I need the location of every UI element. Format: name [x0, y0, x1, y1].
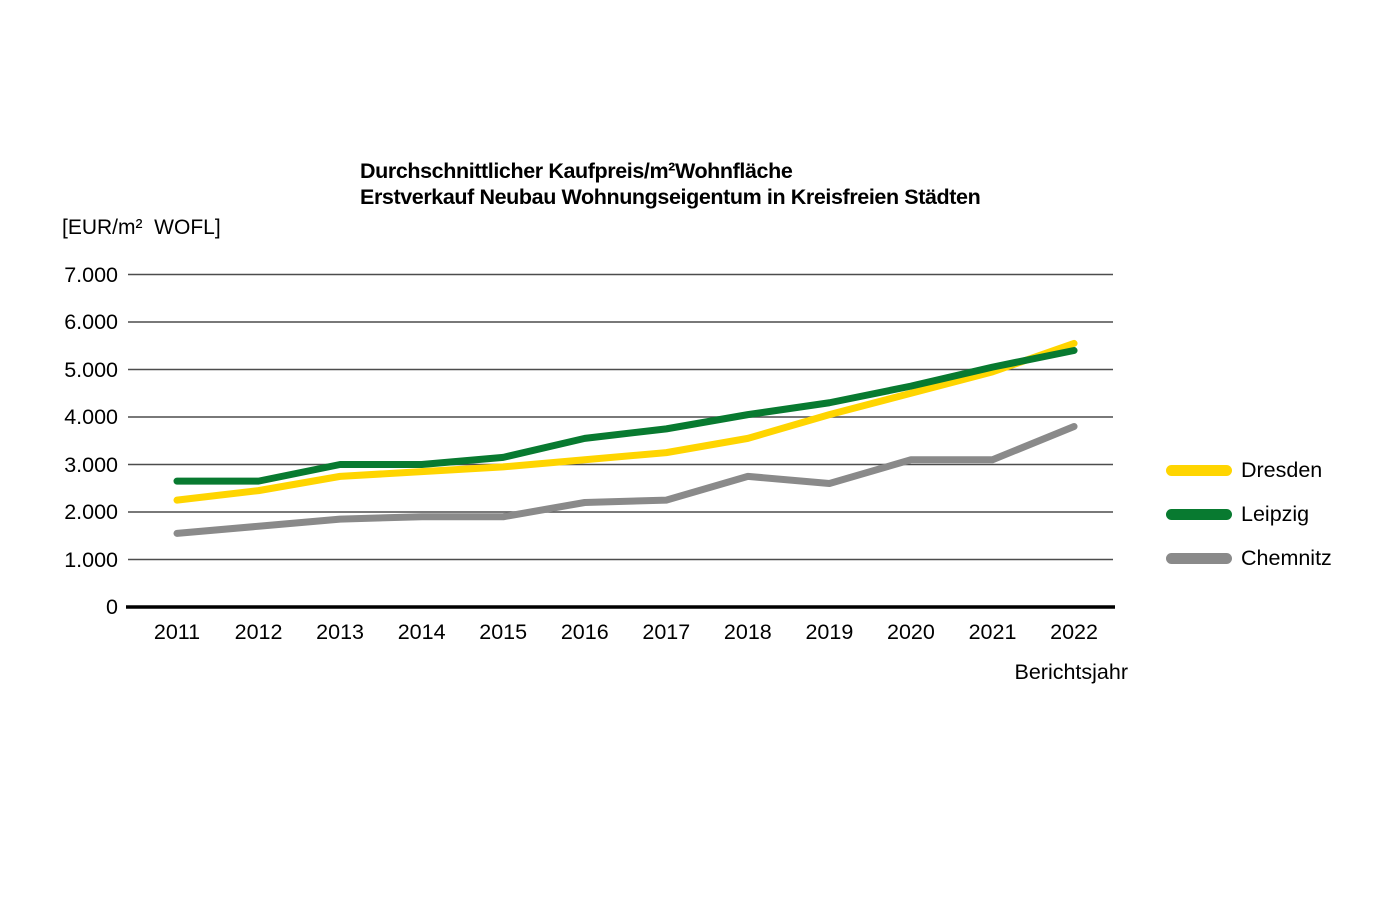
- legend-item-chemnitz: Chemnitz: [1166, 546, 1332, 570]
- x-tick-label: 2019: [805, 620, 854, 644]
- legend-swatch-dresden: [1166, 465, 1232, 476]
- chart-title: Durchschnittlicher Kaufpreis/m²Wohnfläch…: [360, 158, 981, 210]
- chart-title-line1: Durchschnittlicher Kaufpreis/m²Wohnfläch…: [360, 159, 793, 183]
- y-tick-label: 4.000: [64, 405, 118, 429]
- x-tick-label: 2016: [560, 620, 609, 644]
- legend-label: Chemnitz: [1241, 546, 1332, 570]
- y-tick-label: 5.000: [64, 357, 118, 382]
- legend-label: Leipzig: [1241, 502, 1310, 526]
- y-tick-label: 7.000: [64, 262, 118, 287]
- y-tick-label: 0: [106, 595, 118, 619]
- x-tick-label: 2020: [887, 620, 935, 644]
- y-axis-unit-label: [EUR/m² WOFL]: [62, 216, 221, 239]
- x-tick-label: 2015: [479, 620, 528, 644]
- x-tick-label: 2014: [397, 620, 446, 644]
- x-tick-label: 2017: [642, 620, 691, 644]
- legend-item-leipzig: Leipzig: [1166, 502, 1332, 526]
- legend-swatch-chemnitz: [1166, 553, 1232, 564]
- y-tick-label: 1.000: [64, 547, 118, 572]
- legend: Dresden Leipzig Chemnitz: [1166, 458, 1332, 570]
- series-line-leipzig: [173, 347, 1078, 485]
- legend-swatch-leipzig: [1166, 509, 1232, 520]
- legend-label: Dresden: [1241, 458, 1323, 482]
- x-tick-label: 2018: [723, 620, 772, 644]
- legend-item-dresden: Dresden: [1166, 458, 1332, 482]
- x-tick-label: 2012: [234, 620, 283, 644]
- y-tick-label: 2.000: [64, 500, 118, 524]
- x-tick-label: 2011: [153, 620, 201, 644]
- x-tick-label: 2021: [968, 620, 1017, 644]
- y-tick-label: 3.000: [64, 452, 118, 477]
- series-line-dresden: [173, 339, 1078, 504]
- series-line-chemnitz: [173, 423, 1078, 537]
- x-tick-label: 2013: [316, 620, 365, 644]
- x-tick-label: 2022: [1050, 620, 1098, 644]
- y-tick-label: 6.000: [64, 310, 118, 334]
- x-axis-title: Berichtsjahr: [1014, 660, 1128, 684]
- chart-title-line2: Erstverkauf Neubau Wohnungseigentum in K…: [360, 185, 981, 209]
